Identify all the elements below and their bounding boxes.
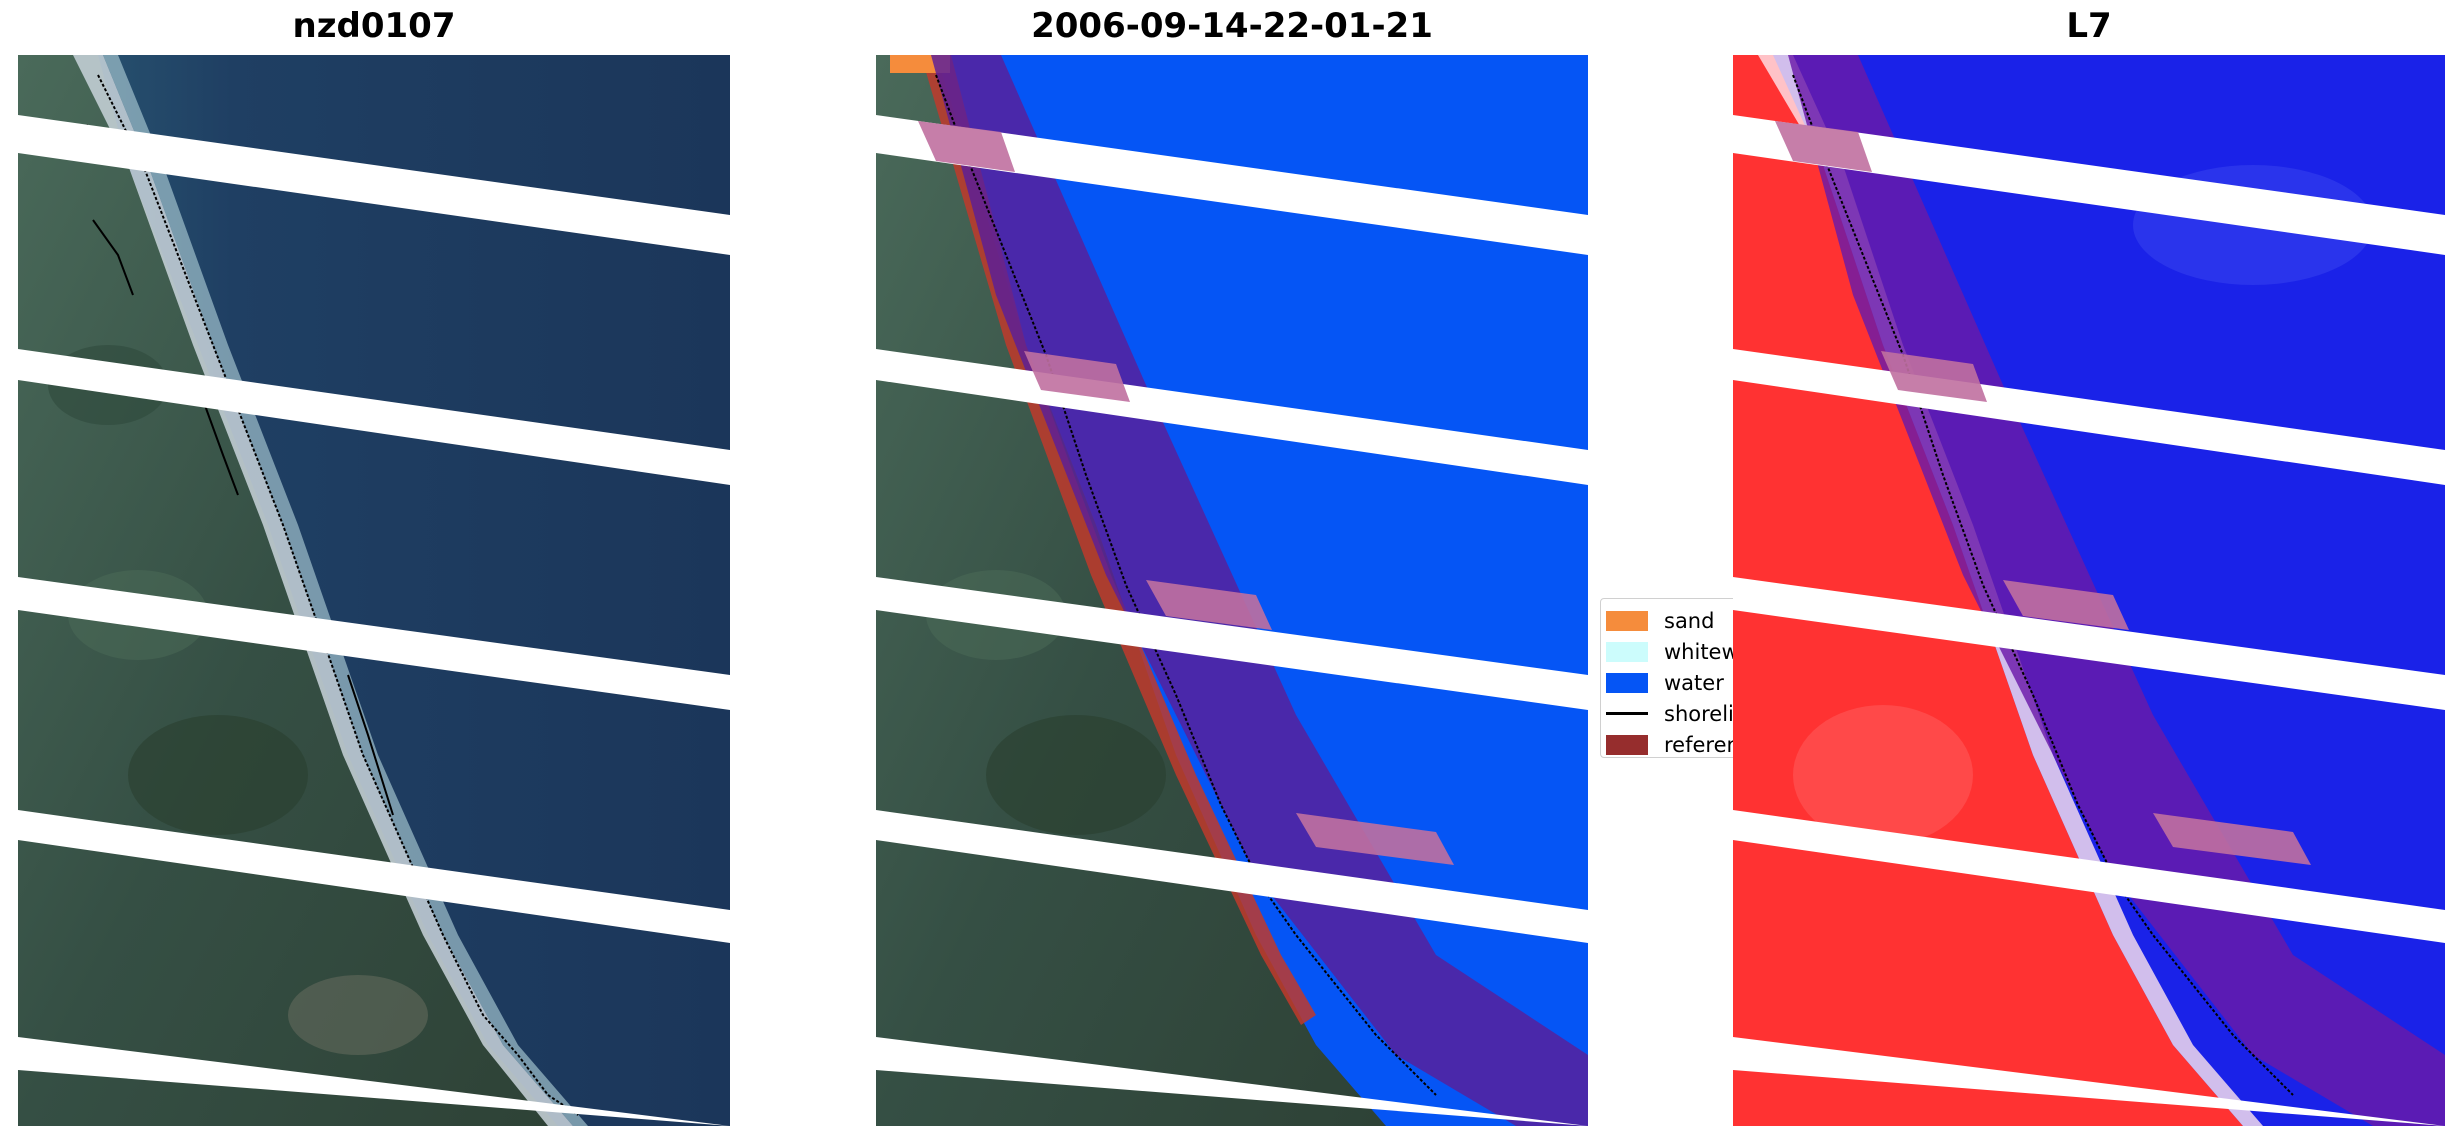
legend-label: water — [1664, 670, 1724, 695]
sand-swatch — [1606, 610, 1648, 631]
panel-title-rgb: nzd0107 — [292, 6, 456, 46]
index-image — [1733, 55, 2445, 1126]
water-swatch — [1606, 672, 1648, 693]
classified-image — [876, 55, 1588, 1126]
legend-item-sand: sand — [1601, 605, 1943, 636]
classified-image-panel — [876, 55, 1588, 1126]
panel-title-classified: 2006-09-14-22-01-21 — [1031, 6, 1433, 46]
legend-item-water: water — [1601, 667, 1943, 698]
shoreline-line-icon — [1606, 712, 1648, 715]
reference-buffer-swatch — [1606, 734, 1648, 755]
rgb-image — [18, 55, 730, 1126]
whitewater-swatch — [1606, 641, 1648, 662]
panel-title-index: L7 — [2066, 6, 2112, 46]
legend-label: sand — [1664, 608, 1715, 633]
index-image-panel — [1733, 55, 2445, 1126]
rgb-image-panel — [18, 55, 730, 1126]
